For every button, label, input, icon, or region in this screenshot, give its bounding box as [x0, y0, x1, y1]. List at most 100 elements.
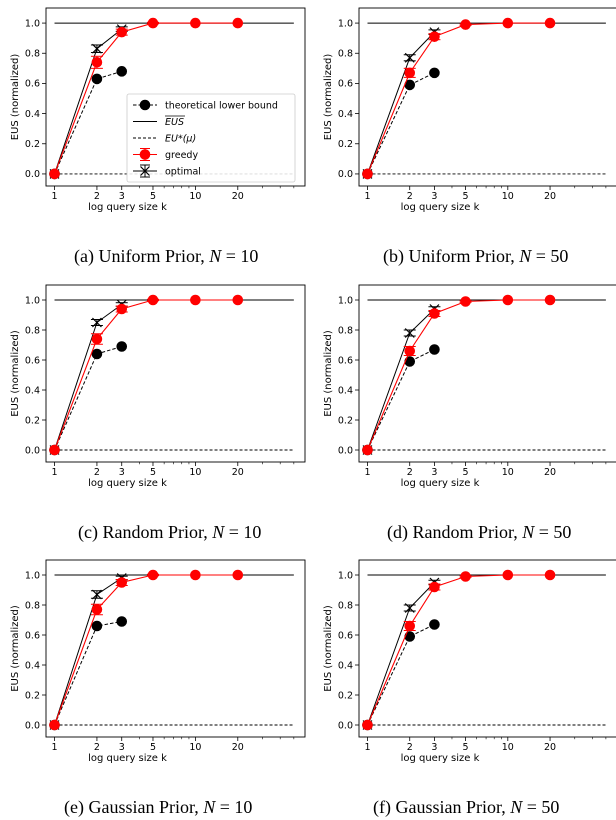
chart-panel-1: 0.0 0.2 0.4 0.6 0.8 1.0 1 2 3 5 10 20 log query size… — [323, 7, 616, 213]
caption-f: (f) Gaussian Prior, N = 50 — [373, 797, 559, 818]
y-tick-label: 0.0 — [338, 445, 353, 456]
data-point — [116, 303, 128, 315]
x-tick-label: 5 — [150, 191, 156, 202]
data-point — [544, 569, 556, 581]
x-tick-label: 3 — [119, 191, 125, 202]
data-point — [116, 341, 128, 352]
series-line-lower-bound — [54, 70, 122, 175]
caption-math: N — [519, 246, 532, 266]
y-tick-label: 1.0 — [338, 295, 353, 306]
x-tick-label: 1 — [51, 467, 57, 478]
plot-frame — [45, 7, 306, 187]
y-tick-label: 0.6 — [338, 79, 353, 90]
x-tick-label: 1 — [51, 191, 57, 202]
caption-d: (d) Random Prior, N = 50 — [387, 522, 571, 543]
y-tick-label: 1.0 — [338, 570, 353, 581]
y-tick-label: 0.6 — [338, 355, 353, 366]
x-tick-label: 20 — [232, 191, 244, 202]
y-tick-label: 0.4 — [338, 660, 353, 671]
chart-panel-0: 0.0 0.2 0.4 0.6 0.8 1.0 1 2 3 5 10 20 log query size… — [10, 7, 306, 213]
x-axis-label: log query size k — [401, 478, 480, 489]
data-point — [429, 619, 440, 630]
y-tick-label: 0.0 — [25, 720, 40, 731]
data-point — [404, 345, 416, 357]
y-tick-label: 1.0 — [338, 18, 353, 29]
y-tick-label: 0.8 — [338, 325, 353, 336]
x-tick-label: 20 — [232, 742, 244, 753]
x-tick-label: 10 — [189, 467, 201, 478]
x-tick-label: 1 — [364, 467, 370, 478]
y-axis-label: EUS (normalized) — [10, 605, 21, 692]
series-line-greedy — [366, 299, 551, 451]
x-axis-label: log query size k — [88, 202, 167, 213]
data-point — [429, 67, 440, 79]
x-tick-label: 10 — [189, 191, 201, 202]
y-axis-label: EUS (normalized) — [10, 330, 21, 417]
y-tick-label: 0.0 — [25, 445, 40, 456]
caption-label: (f) Gaussian Prior, — [373, 797, 511, 817]
y-axis-label: EUS (normalized) — [323, 330, 334, 417]
data-point — [460, 296, 471, 307]
y-axis-label: EUS (normalized) — [323, 605, 334, 692]
data-point — [404, 52, 415, 63]
data-point — [116, 577, 128, 588]
y-tick-label: 0.2 — [25, 690, 40, 701]
data-point — [49, 168, 60, 180]
x-tick-label: 2 — [94, 742, 100, 753]
y-axis-label: EUS (normalized) — [10, 54, 21, 141]
data-point — [460, 19, 471, 30]
data-point — [502, 17, 514, 29]
caption-label: (b) Uniform Prior, — [383, 246, 520, 266]
x-tick-label: 20 — [232, 467, 244, 478]
x-tick-label: 10 — [189, 742, 201, 753]
caption-math: N — [522, 522, 535, 542]
data-point — [404, 620, 416, 632]
data-point — [147, 569, 159, 581]
data-point — [139, 99, 151, 111]
series-line-greedy — [54, 574, 238, 726]
x-tick-label: 2 — [407, 742, 413, 753]
chart-panel-5: 0.0 0.2 0.4 0.6 0.8 1.0 1 2 3 5 10 20 log query size… — [323, 559, 616, 764]
x-tick-label: 5 — [463, 467, 469, 478]
x-tick-label: 1 — [51, 742, 57, 753]
x-tick-label: 5 — [463, 742, 469, 753]
x-tick-label: 2 — [407, 467, 413, 478]
caption-math: N — [203, 797, 216, 817]
series-line-lower-bound — [54, 621, 122, 726]
y-tick-label: 0.4 — [25, 660, 40, 671]
data-point — [91, 333, 103, 345]
data-point — [92, 589, 102, 600]
x-tick-label: 5 — [463, 191, 469, 202]
y-tick-label: 0.0 — [25, 169, 40, 180]
y-tick-label: 1.0 — [25, 570, 40, 581]
data-point — [404, 328, 415, 338]
x-tick-label: 5 — [150, 742, 156, 753]
y-tick-label: 0.4 — [25, 385, 40, 396]
y-tick-label: 0.8 — [25, 49, 40, 60]
legend-label: theoretical lower bound — [165, 100, 278, 111]
x-axis-label: log query size k — [88, 478, 167, 489]
chart-panel-2: 0.0 0.2 0.4 0.6 0.8 1.0 1 2 3 5 10 20 log query size… — [10, 284, 306, 489]
data-point — [190, 17, 201, 29]
caption-c: (c) Random Prior, N = 10 — [78, 522, 261, 543]
y-tick-label: 0.4 — [338, 109, 353, 120]
series-line-greedy — [54, 299, 238, 451]
caption-rest: = 50 — [534, 522, 572, 542]
caption-label: (d) Random Prior, — [387, 522, 523, 542]
x-tick-label: 10 — [502, 467, 514, 478]
data-point — [362, 719, 373, 731]
legend-label: greedy — [165, 150, 198, 161]
y-tick-label: 0.0 — [338, 169, 353, 180]
data-point — [502, 294, 514, 306]
data-point — [404, 67, 416, 79]
y-tick-label: 0.2 — [338, 139, 353, 150]
data-point — [116, 616, 128, 627]
caption-a: (a) Uniform Prior, N = 10 — [74, 246, 258, 267]
y-tick-label: 1.0 — [25, 295, 40, 306]
x-axis-label: log query size k — [88, 753, 167, 764]
caption-math: N — [212, 522, 225, 542]
data-point — [190, 569, 201, 581]
data-point — [190, 294, 201, 306]
data-point — [91, 620, 103, 632]
caption-e: (e) Gaussian Prior, N = 10 — [64, 797, 252, 818]
